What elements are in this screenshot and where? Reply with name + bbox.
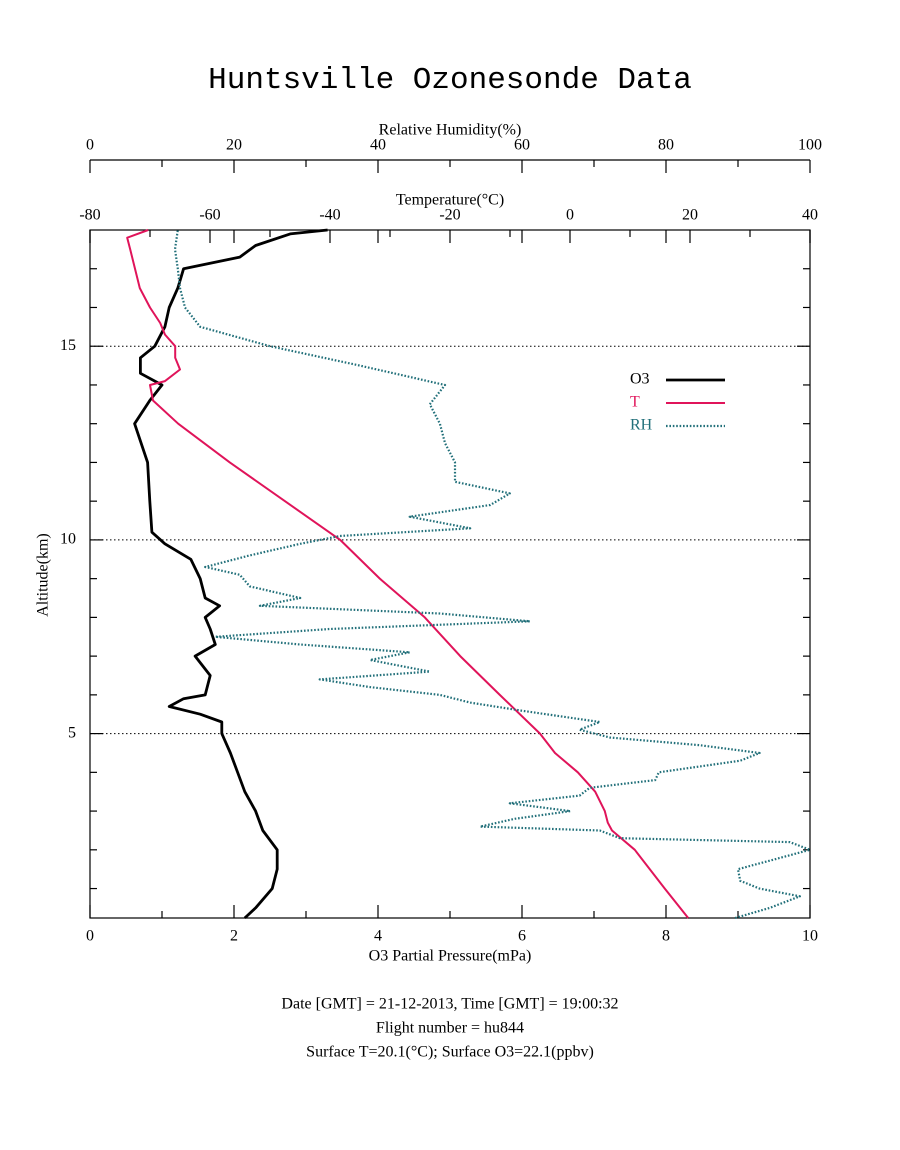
legend-label: T [630,394,640,411]
y-tick-label: 15 [60,337,76,354]
x3-tick-label: 0 [86,137,94,154]
x3-tick-label: 60 [514,137,530,154]
x-tick-label: 6 [518,928,526,945]
x3-axis-label: Relative Humidity(%) [379,122,522,139]
x-tick-label: 10 [802,928,818,945]
x3-tick-label: 40 [370,137,386,154]
x-tick-label: 4 [374,928,382,945]
footer-line: Flight number = hu844 [376,1020,524,1037]
x2-tick-label: -80 [79,207,100,224]
legend-label: RH [630,417,653,434]
x2-tick-label: 0 [566,207,574,224]
x-tick-label: 8 [662,928,670,945]
x2-tick-label: -60 [199,207,220,224]
x2-tick-label: -20 [439,207,460,224]
profile-line [126,229,689,919]
x2-tick-label: 20 [682,207,698,224]
footer-line: Date [GMT] = 21-12-2013, Time [GMT] = 19… [281,996,618,1013]
y-axis-label: Altitude(km) [35,533,52,617]
chart-title: Huntsville Ozonesonde Data [208,63,692,98]
profile-line [133,228,328,920]
x2-tick-label: -40 [319,207,340,224]
profile-line [173,229,812,920]
y-tick-label: 5 [68,724,76,741]
x-tick-label: 0 [86,928,94,945]
x3-tick-label: 80 [658,137,674,154]
y-tick-label: 10 [60,531,76,548]
legend-label: O3 [630,371,650,388]
x3-tick-label: 20 [226,137,242,154]
x3-tick-label: 100 [798,137,822,154]
footer-line: Surface T=20.1(°C); Surface O3=22.1(ppbv… [306,1044,594,1061]
x-tick-label: 2 [230,928,238,945]
x-axis-label: O3 Partial Pressure(mPa) [369,948,532,965]
x2-axis-label: Temperature(°C) [396,192,504,209]
x2-tick-label: 40 [802,207,818,224]
